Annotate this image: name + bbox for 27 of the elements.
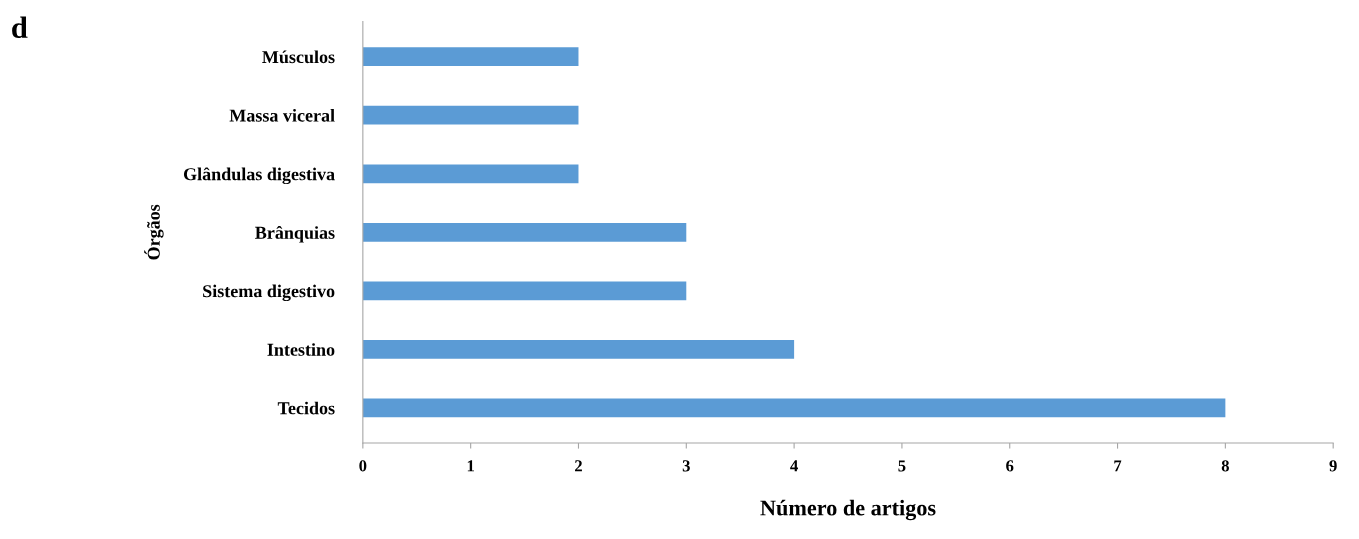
y-tick-label: Músculos <box>262 50 335 64</box>
bar <box>362 222 687 242</box>
y-tick-label: Tecidos <box>277 401 335 415</box>
x-tick-label: 6 <box>1006 460 1014 472</box>
y-tick-label: Massa viceral <box>229 108 335 122</box>
x-tick-label: 5 <box>898 460 906 472</box>
x-tick-label: 7 <box>1114 460 1122 472</box>
text: d <box>12 16 28 39</box>
y-tick-label: Glândulas digestiva <box>183 167 335 185</box>
bar <box>362 164 579 184</box>
y-axis-title: Órgãos <box>144 204 164 260</box>
bar <box>362 281 687 301</box>
bar <box>362 105 579 125</box>
x-tick-label: 0 <box>359 460 367 472</box>
y-tick-label: Sistema digestivo <box>203 284 335 302</box>
x-tick-label: 3 <box>682 460 690 472</box>
y-tick-label: Intestino <box>267 343 335 356</box>
x-tick-label: 2 <box>575 460 582 472</box>
x-tick-label: 9 <box>1329 460 1337 472</box>
x-axis-title: Número de artigos <box>760 499 936 521</box>
x-tick-label: 1 <box>467 460 474 472</box>
bar <box>362 340 795 359</box>
x-tick-label: 8 <box>1221 460 1229 472</box>
bar <box>362 47 579 67</box>
x-tick-label: 4 <box>790 460 798 472</box>
bar <box>362 398 1226 418</box>
y-tick-label: Brânquias <box>255 225 335 243</box>
